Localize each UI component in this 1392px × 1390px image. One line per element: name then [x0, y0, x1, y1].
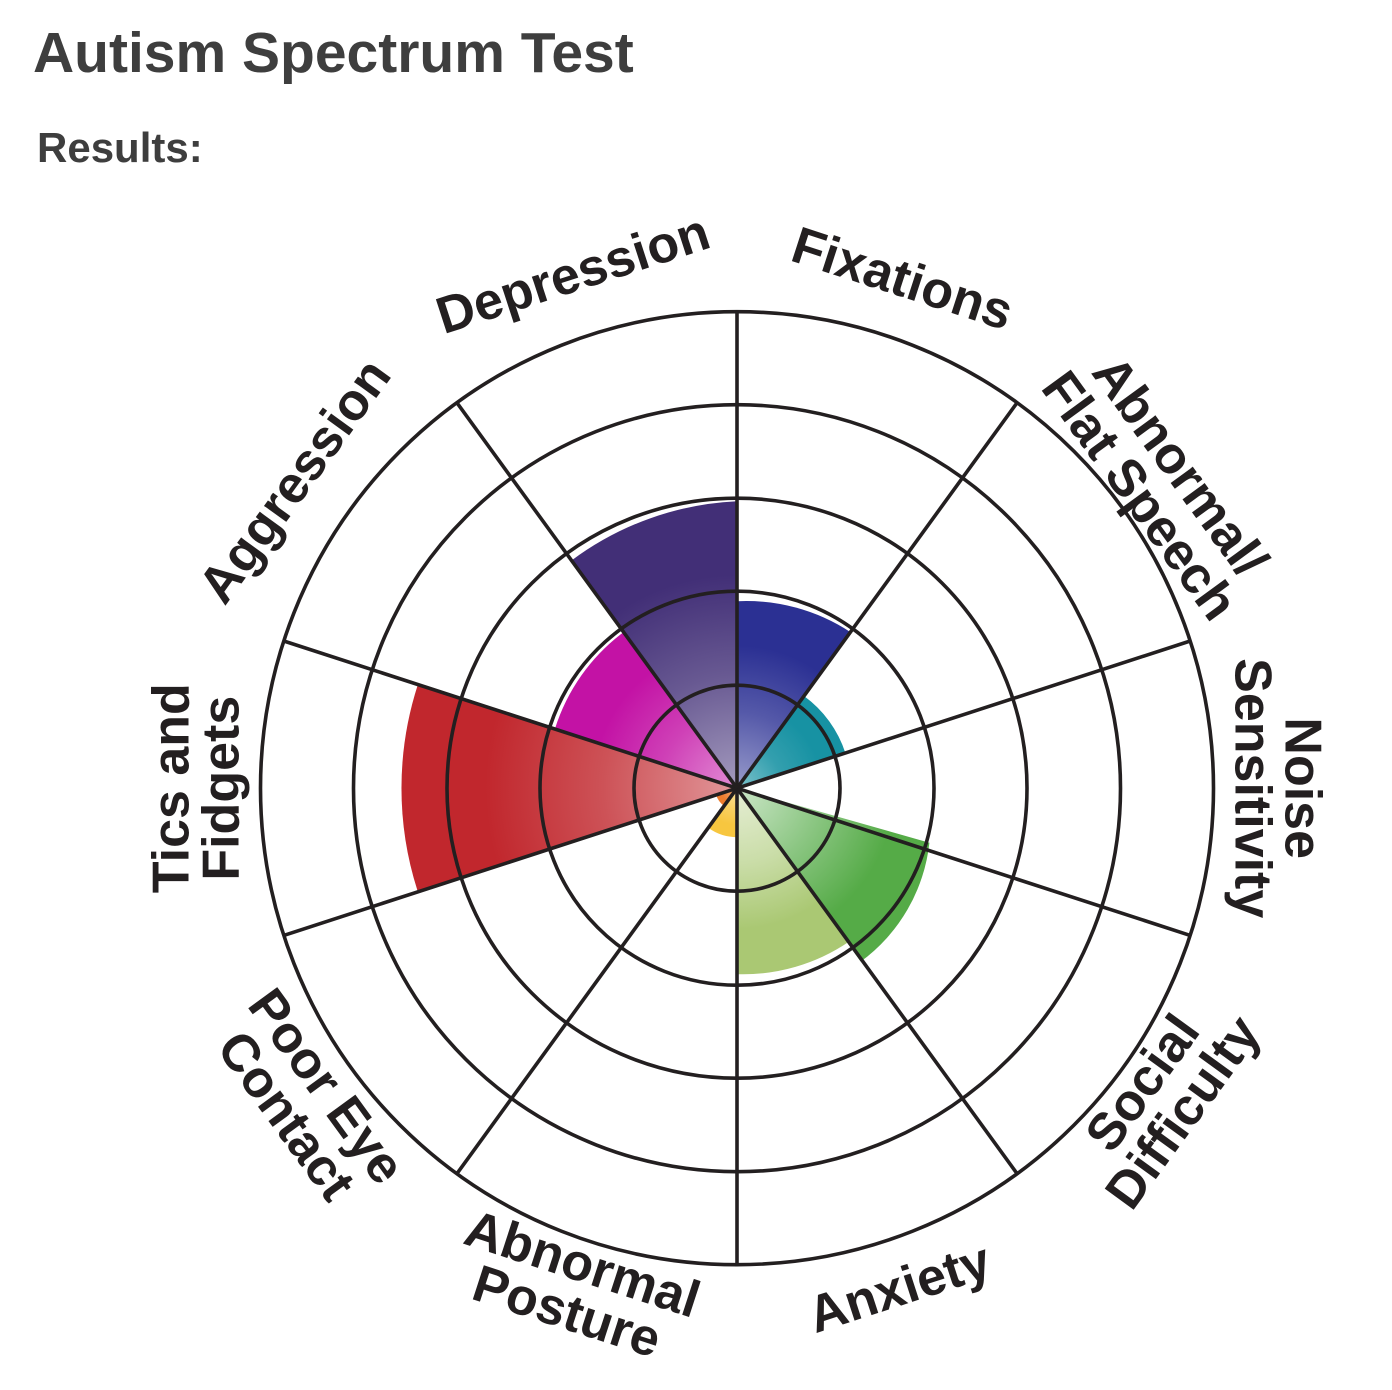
svg-text:Sensitivity: Sensitivity: [1223, 658, 1281, 918]
svg-text:Fidgets: Fidgets: [193, 696, 251, 881]
svg-text:Aggression: Aggression: [187, 348, 402, 614]
svg-text:Noise: Noise: [1273, 717, 1331, 859]
svg-text:Depression: Depression: [429, 203, 716, 346]
svg-text:Anxiety: Anxiety: [801, 1232, 998, 1345]
svg-text:Tics and: Tics and: [143, 683, 201, 893]
svg-text:Fixations: Fixations: [785, 216, 1020, 342]
